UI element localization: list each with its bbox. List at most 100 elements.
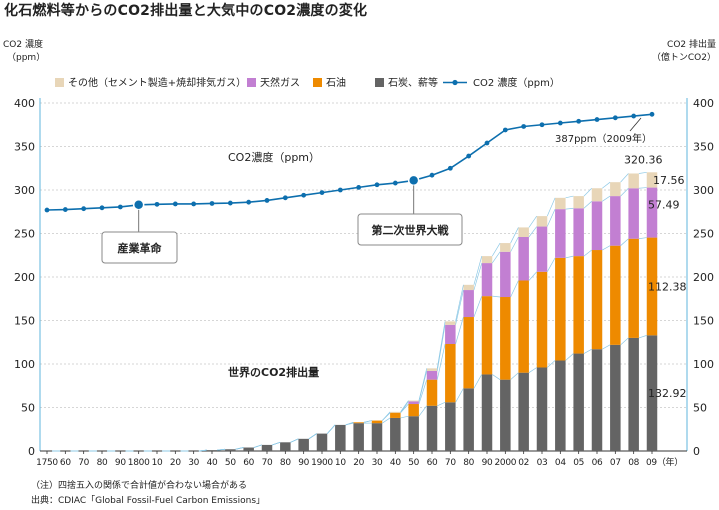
legend-label: その他（セメント製造+焼却排気ガス） bbox=[68, 76, 246, 89]
bar-segment bbox=[261, 444, 273, 451]
x-tick-label: 05 bbox=[573, 458, 584, 468]
bar-segment bbox=[426, 370, 438, 380]
bar-segment bbox=[463, 290, 474, 318]
footnote: （注）四捨五入の関係で合計値が合わない場合がある bbox=[31, 481, 248, 491]
right-tick-label: 250 bbox=[693, 228, 714, 241]
point-2009-annotation: 387ppm（2009年） bbox=[555, 132, 652, 145]
x-tick-label: 40 bbox=[390, 458, 401, 468]
bar-segment bbox=[646, 237, 658, 336]
bar-segment bbox=[298, 438, 309, 451]
bar-segment bbox=[445, 402, 456, 451]
bar-segment bbox=[408, 416, 419, 451]
left-axis-unit: （ppm） bbox=[7, 52, 45, 63]
concentration-point bbox=[81, 206, 87, 212]
bar-segment bbox=[536, 271, 548, 368]
highlight-point bbox=[132, 199, 145, 211]
bar-segment bbox=[353, 423, 364, 451]
bar-segment bbox=[518, 227, 529, 237]
left-tick-label: 300 bbox=[14, 184, 35, 197]
x-tick-label: 10 bbox=[152, 458, 163, 468]
x-tick-label: 20 bbox=[353, 458, 364, 468]
x-tick-label: 70 bbox=[78, 458, 89, 468]
left-tick-label: 100 bbox=[14, 358, 35, 371]
right-axis-title: CO2 排出量 bbox=[667, 38, 716, 50]
concentration-point bbox=[649, 111, 655, 117]
bar-segment bbox=[426, 368, 438, 371]
concentration-point bbox=[264, 198, 270, 203]
bars bbox=[52, 171, 658, 452]
x-tick-label: 40 bbox=[207, 458, 218, 468]
left-tick-label: 350 bbox=[14, 141, 35, 154]
series-value-label: 57.49 bbox=[648, 199, 680, 212]
axes: 0501001502002503003504000501001502002503… bbox=[3, 38, 716, 468]
right-tick-label: 350 bbox=[693, 141, 714, 154]
point-2009-leader bbox=[629, 117, 642, 132]
concentration-point bbox=[356, 184, 362, 190]
bar-segment bbox=[518, 280, 529, 373]
bar-segment bbox=[518, 236, 529, 281]
series-value-label: 112.38 bbox=[648, 280, 687, 293]
concentration-point bbox=[209, 201, 215, 206]
x-tick-label: 50 bbox=[225, 458, 236, 468]
bar-segment bbox=[481, 374, 493, 451]
bar-segment bbox=[408, 400, 419, 402]
right-tick-label: 50 bbox=[693, 402, 707, 415]
x-tick-label: 80 bbox=[97, 458, 108, 468]
bar-segment bbox=[335, 424, 346, 451]
right-axis-unit: （億トンCO2） bbox=[652, 51, 716, 63]
concentration-point bbox=[392, 180, 398, 186]
bar-segment bbox=[206, 450, 218, 451]
bar-segment bbox=[573, 208, 584, 257]
x-tick-label: 60 bbox=[60, 458, 71, 468]
industrial-revolution-box bbox=[101, 231, 178, 264]
legend-label: 天然ガス bbox=[260, 76, 300, 89]
concentration-point bbox=[337, 187, 343, 193]
legend-swatch bbox=[375, 78, 384, 87]
concentration-point bbox=[466, 153, 472, 159]
x-tick-label: 1800 bbox=[128, 458, 150, 468]
left-tick-label: 200 bbox=[14, 271, 35, 284]
bar-segment bbox=[353, 422, 364, 424]
bar-segment bbox=[408, 401, 419, 405]
x-tick-label: 70 bbox=[262, 458, 273, 468]
concentration-point bbox=[631, 113, 637, 119]
bar-segment bbox=[628, 238, 639, 338]
bar-segment bbox=[610, 245, 621, 345]
concentration-point bbox=[154, 201, 160, 207]
x-tick-label: 60 bbox=[427, 458, 438, 468]
legend-label: 石炭、薪等 bbox=[388, 76, 438, 89]
bar-segment bbox=[610, 182, 621, 197]
x-tick-label: 70 bbox=[445, 458, 456, 468]
concentration-point bbox=[576, 118, 582, 124]
bar-segment bbox=[573, 196, 584, 209]
bar-segment bbox=[536, 367, 548, 451]
bar-segment bbox=[628, 188, 639, 239]
bar-segment bbox=[555, 197, 566, 210]
concentration-point bbox=[191, 201, 197, 207]
bar-segment bbox=[555, 257, 566, 361]
concentration-point bbox=[301, 192, 307, 198]
left-tick-label: 0 bbox=[28, 445, 35, 458]
bar-segment bbox=[646, 172, 658, 188]
bar-segment bbox=[390, 412, 401, 418]
bar-segment bbox=[225, 449, 236, 451]
x-tick-label: 90 bbox=[482, 458, 493, 468]
concentration-point bbox=[227, 200, 233, 206]
bar-segment bbox=[481, 256, 493, 264]
concentration-line bbox=[44, 111, 655, 213]
x-tick-label: 03 bbox=[537, 458, 548, 468]
source-note: 出典：CDIAC「Global Fossil-Fuel Carbon Emiss… bbox=[31, 496, 266, 506]
ww2-box bbox=[357, 213, 463, 246]
bar-segment bbox=[408, 404, 419, 417]
x-tick-label: 09（年） bbox=[646, 456, 683, 468]
right-tick-label: 100 bbox=[693, 358, 714, 371]
concentration-point bbox=[557, 120, 563, 126]
concentration-path bbox=[46, 113, 653, 211]
right-tick-label: 150 bbox=[693, 315, 714, 328]
bar-segment bbox=[555, 360, 566, 451]
x-tick-label: 60 bbox=[243, 458, 254, 468]
page-title: 化石燃料等からのCO2排出量と大気中のCO2濃度の変化 bbox=[4, 3, 368, 19]
bar-segment bbox=[463, 284, 474, 291]
concentration-point bbox=[502, 127, 508, 133]
x-tick-label: 06 bbox=[592, 458, 603, 468]
